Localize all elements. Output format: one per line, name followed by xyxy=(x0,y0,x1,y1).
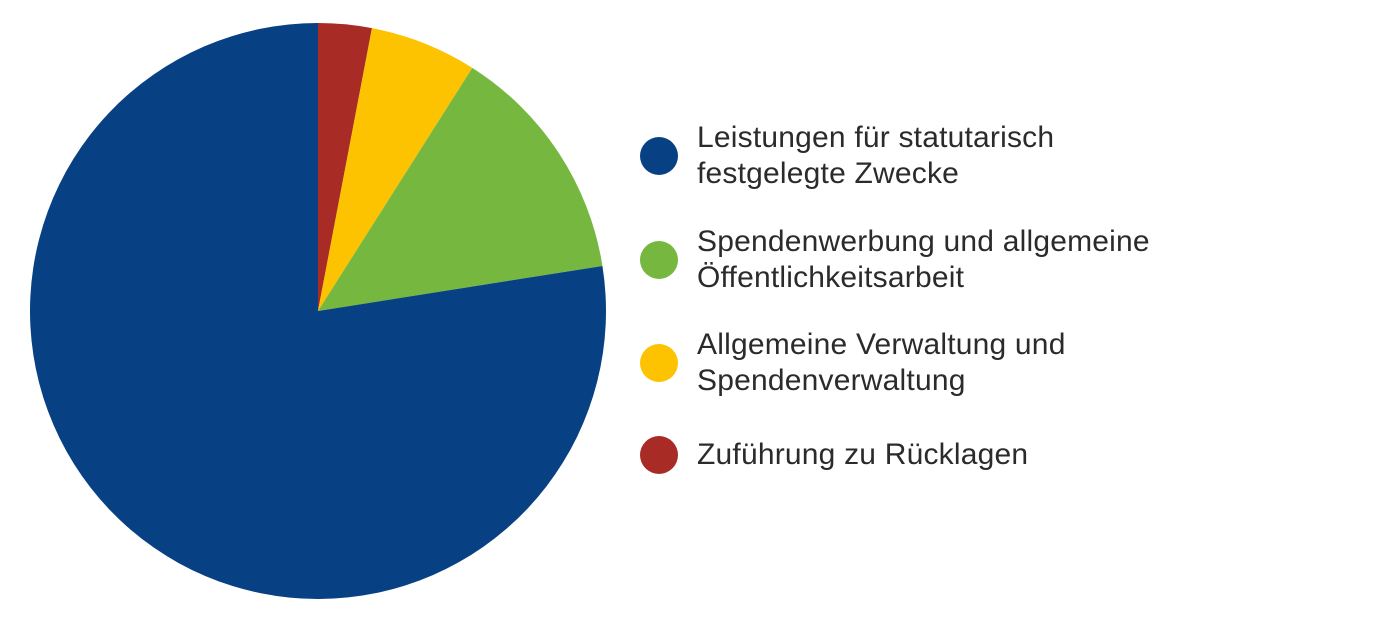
legend-item-leistungen: Leistungen für statutarisch festgelegte … xyxy=(640,120,1054,192)
pie-slice-2 xyxy=(318,28,473,311)
legend-label: Zuführung zu Rücklagen xyxy=(697,438,1029,471)
legend-dot-green-icon xyxy=(640,241,678,279)
legend-dot-blue-icon xyxy=(640,137,678,175)
legend-dot-yellow-icon xyxy=(640,344,678,382)
legend-item-ruecklagen: Zuführung zu Rücklagen xyxy=(640,436,1028,474)
legend-dot-red-icon xyxy=(640,436,678,474)
pie-slice-0 xyxy=(30,23,606,599)
pie-slice-3 xyxy=(318,23,372,311)
legend-item-spendenwerbung: Spendenwerbung und allgemeine Öffentlich… xyxy=(640,224,1150,296)
pie-slice-1 xyxy=(318,67,603,311)
pie-chart xyxy=(30,23,606,599)
legend-label: Spendenwerbung und allgemeine Öffentlich… xyxy=(697,225,1150,294)
legend-label: Leistungen für statutarisch festgelegte … xyxy=(697,121,1055,190)
legend-label: Allgemeine Verwaltung und Spendenverwalt… xyxy=(697,328,1066,397)
legend-item-verwaltung: Allgemeine Verwaltung und Spendenverwalt… xyxy=(640,327,1066,399)
